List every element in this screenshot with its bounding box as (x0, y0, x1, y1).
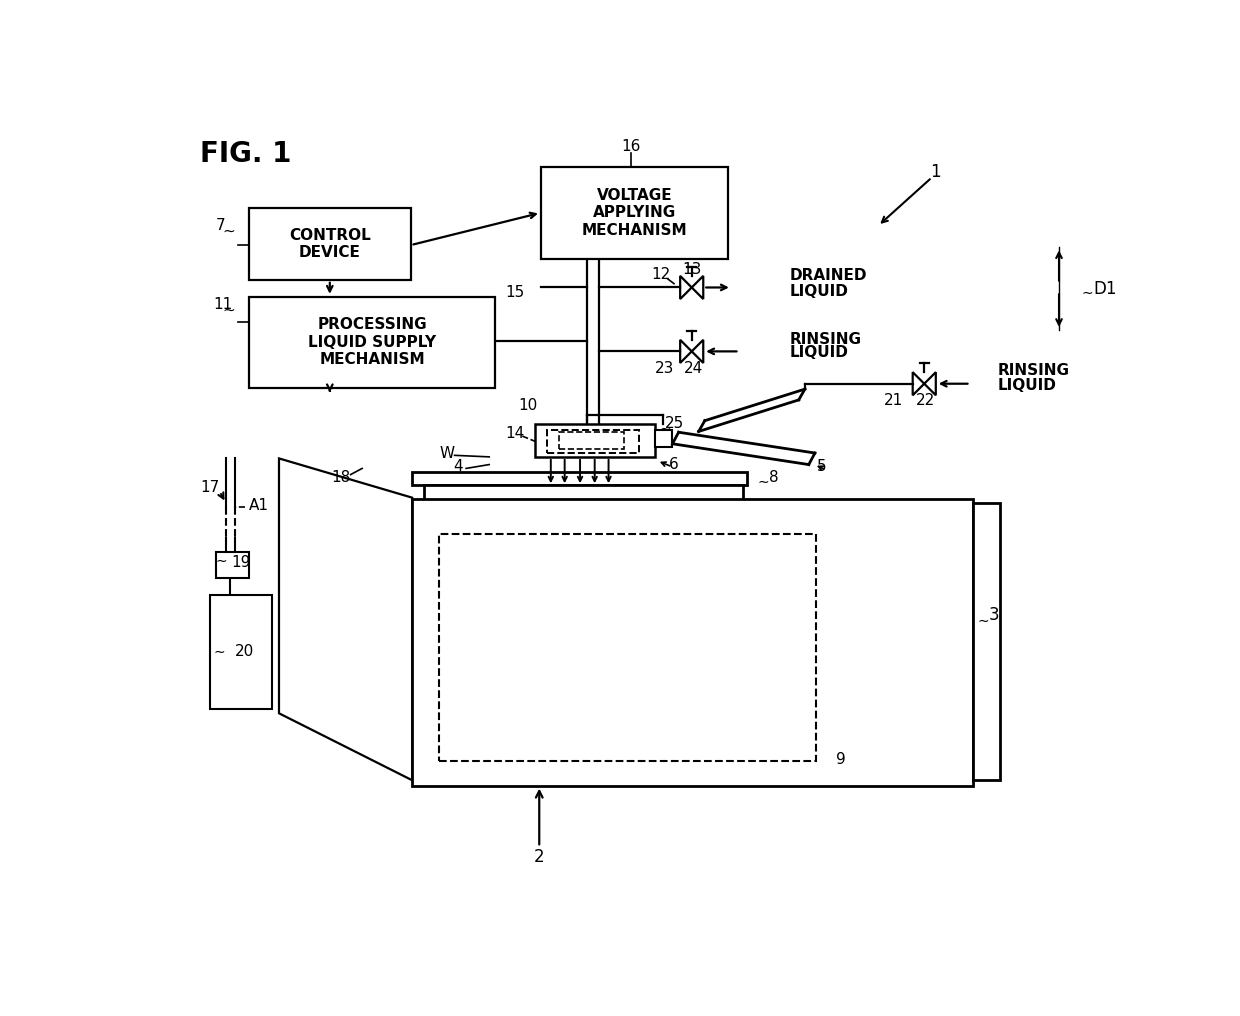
Bar (216, 552, 249, 578)
Text: 9: 9 (836, 752, 846, 767)
Text: 23: 23 (655, 361, 675, 376)
Text: VOLTAGE
APPLYING
MECHANISM: VOLTAGE APPLYING MECHANISM (582, 188, 687, 238)
Text: 11: 11 (213, 297, 233, 312)
Bar (412, 472, 748, 485)
Text: 8: 8 (769, 470, 779, 486)
Text: PROCESSING
LIQUID SUPPLY
MECHANISM: PROCESSING LIQUID SUPPLY MECHANISM (308, 317, 436, 367)
Bar (536, 424, 655, 457)
Text: 10: 10 (518, 398, 537, 412)
Bar (547, 430, 640, 453)
Text: 21: 21 (884, 393, 903, 408)
Text: LIQUID: LIQUID (790, 283, 848, 299)
Bar (541, 167, 728, 259)
Text: 14: 14 (505, 427, 525, 441)
Text: A1: A1 (249, 498, 269, 513)
Bar (439, 533, 816, 761)
Text: 20: 20 (236, 644, 254, 659)
Text: 13: 13 (682, 262, 702, 277)
Bar (424, 485, 743, 502)
Text: 24: 24 (683, 361, 703, 376)
Text: 7: 7 (216, 218, 226, 234)
Bar (249, 297, 495, 387)
Text: ∼: ∼ (213, 645, 226, 658)
Text: ∼: ∼ (1081, 285, 1094, 300)
Text: 4: 4 (454, 459, 464, 474)
Text: FIG. 1: FIG. 1 (201, 140, 291, 169)
Text: ∼: ∼ (977, 614, 990, 628)
Bar (558, 432, 624, 449)
Bar (211, 594, 272, 709)
Text: DRAINED: DRAINED (790, 268, 867, 283)
Bar (249, 208, 410, 279)
Text: 15: 15 (506, 285, 525, 301)
Text: CONTROL
DEVICE: CONTROL DEVICE (289, 228, 371, 260)
Text: RINSING: RINSING (997, 363, 1069, 378)
Text: ∼: ∼ (758, 475, 769, 490)
Text: 1: 1 (930, 163, 941, 181)
Text: 3: 3 (988, 606, 999, 624)
Text: 17: 17 (200, 481, 219, 495)
Text: 6: 6 (670, 457, 678, 472)
Text: 22: 22 (916, 393, 935, 408)
Text: 19: 19 (231, 555, 250, 570)
Text: LIQUID: LIQUID (790, 345, 848, 361)
Text: D1: D1 (1094, 280, 1117, 298)
Text: W: W (439, 446, 454, 460)
Text: ∼: ∼ (222, 303, 236, 318)
Text: 16: 16 (621, 139, 641, 154)
Text: 12: 12 (651, 267, 671, 281)
Text: ∼: ∼ (222, 224, 236, 239)
Bar (972, 503, 999, 780)
Text: ∼: ∼ (660, 422, 671, 436)
Bar (655, 430, 672, 447)
Text: 2: 2 (534, 848, 544, 867)
Text: RINSING: RINSING (790, 331, 862, 346)
Text: LIQUID: LIQUID (997, 378, 1056, 393)
Text: 5: 5 (817, 459, 827, 474)
Text: ∼: ∼ (216, 554, 227, 568)
Bar (412, 499, 972, 785)
Text: 18: 18 (332, 470, 351, 486)
Text: 25: 25 (665, 417, 683, 431)
